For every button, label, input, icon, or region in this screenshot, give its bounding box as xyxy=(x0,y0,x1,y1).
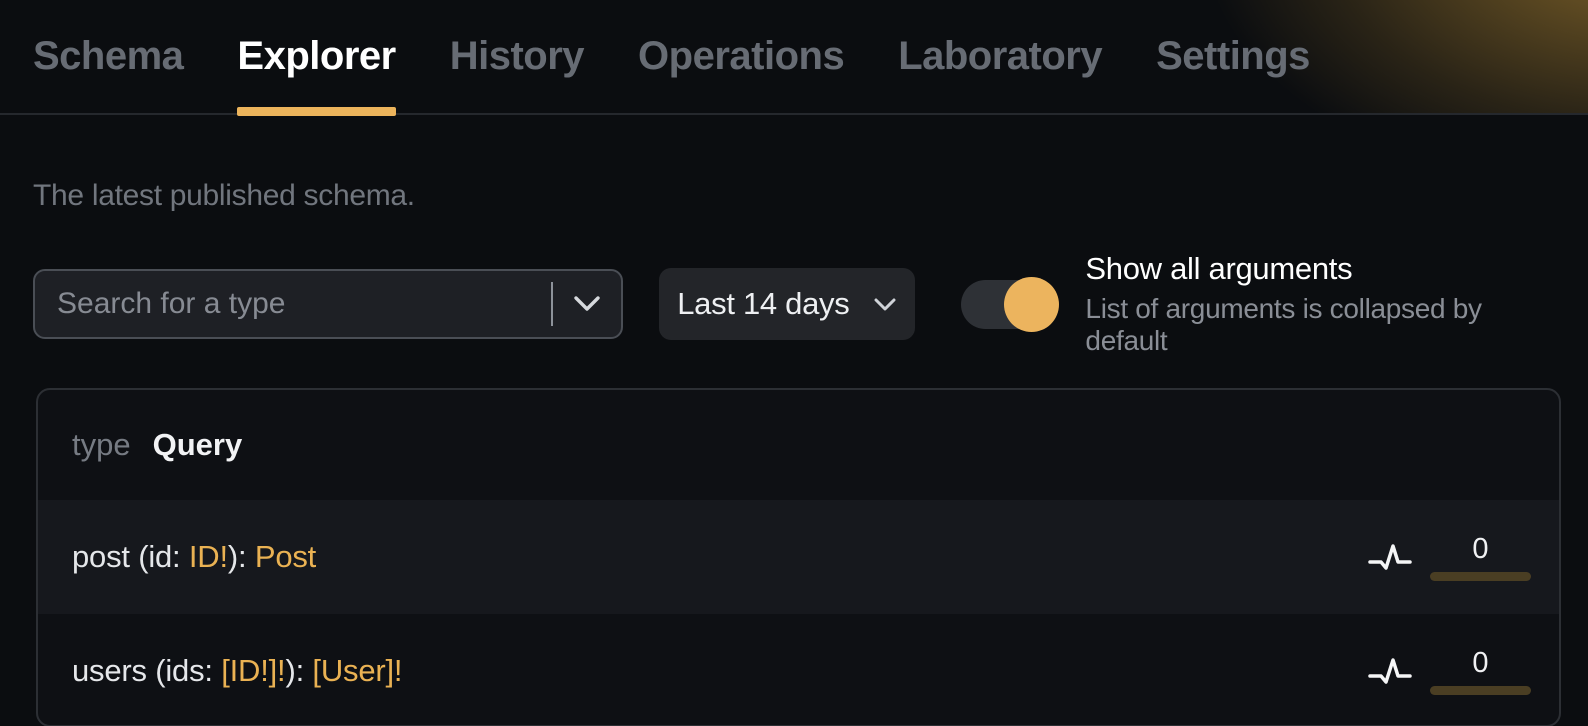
date-range-dropdown[interactable]: Last 14 days xyxy=(659,268,916,340)
chevron-down-icon xyxy=(874,298,896,310)
type-name: Query xyxy=(152,427,243,462)
type-search-combobox[interactable] xyxy=(33,269,624,339)
field-row-users[interactable]: users (ids: [ID!]!): [User]! 0 xyxy=(38,614,1559,725)
activity-pulse-icon xyxy=(1368,544,1412,570)
toggle-description: List of arguments is collapsed by defaul… xyxy=(1085,293,1482,356)
field-text: ): xyxy=(227,539,255,574)
toggle-title: Show all arguments xyxy=(1085,251,1353,286)
tab-label: History xyxy=(449,34,585,78)
tab-label: Operations xyxy=(638,34,845,78)
field-usage: 0 xyxy=(1368,533,1531,581)
tab-label: Laboratory xyxy=(898,34,1103,78)
tab-label: Settings xyxy=(1156,34,1310,78)
toolbar: Last 14 days Show all arguments List of … xyxy=(33,251,1555,357)
tab-operations[interactable]: Operations xyxy=(638,0,845,114)
type-header: type Query xyxy=(38,390,1559,500)
field-return-type: Post xyxy=(254,539,317,574)
field-return-type: [User]! xyxy=(312,653,403,688)
field-signature: post (id: ID!): Post xyxy=(72,539,1368,575)
tab-label: Explorer xyxy=(237,34,396,78)
usage-bar xyxy=(1430,686,1531,695)
search-input[interactable] xyxy=(57,287,544,321)
page-content: The latest published schema. Last 14 day… xyxy=(0,179,1588,726)
chevron-down-icon[interactable] xyxy=(573,295,601,313)
tab-explorer[interactable]: Explorer xyxy=(237,0,396,116)
field-signature: users (ids: [ID!]!): [User]! xyxy=(72,653,1368,689)
tab-schema[interactable]: Schema xyxy=(33,0,184,114)
toggle-text-block: Show all arguments List of arguments is … xyxy=(1085,251,1555,357)
field-row-post[interactable]: post (id: ID!): Post 0 xyxy=(38,500,1559,614)
show-all-arguments-toggle[interactable] xyxy=(961,276,1060,332)
field-usage: 0 xyxy=(1368,647,1531,695)
tab-history[interactable]: History xyxy=(449,0,585,114)
top-navigation: Schema Explorer History Operations Labor… xyxy=(0,0,1588,116)
date-range-label: Last 14 days xyxy=(677,286,850,321)
field-arg-type: [ID!]! xyxy=(221,653,286,688)
field-text: post (id: xyxy=(72,539,189,574)
usage-count: 0 xyxy=(1472,647,1489,679)
usage-stat: 0 xyxy=(1430,647,1531,695)
usage-bar xyxy=(1430,572,1531,581)
usage-count: 0 xyxy=(1472,533,1489,565)
active-tab-indicator xyxy=(237,107,396,116)
field-text: users (ids: xyxy=(72,653,222,688)
field-arg-type: ID! xyxy=(188,539,228,574)
page-description: The latest published schema. xyxy=(33,179,415,212)
schema-type-panel: type Query post (id: ID!): Post 0 users … xyxy=(36,388,1561,726)
activity-pulse-icon xyxy=(1368,658,1412,684)
toggle-knob xyxy=(1004,276,1060,332)
combobox-separator xyxy=(551,282,554,326)
type-kind-label: type xyxy=(72,427,131,462)
usage-stat: 0 xyxy=(1430,533,1531,581)
tab-laboratory[interactable]: Laboratory xyxy=(898,0,1102,114)
field-text: ): xyxy=(285,653,313,688)
tab-label: Schema xyxy=(33,34,184,78)
tab-settings[interactable]: Settings xyxy=(1156,0,1310,114)
